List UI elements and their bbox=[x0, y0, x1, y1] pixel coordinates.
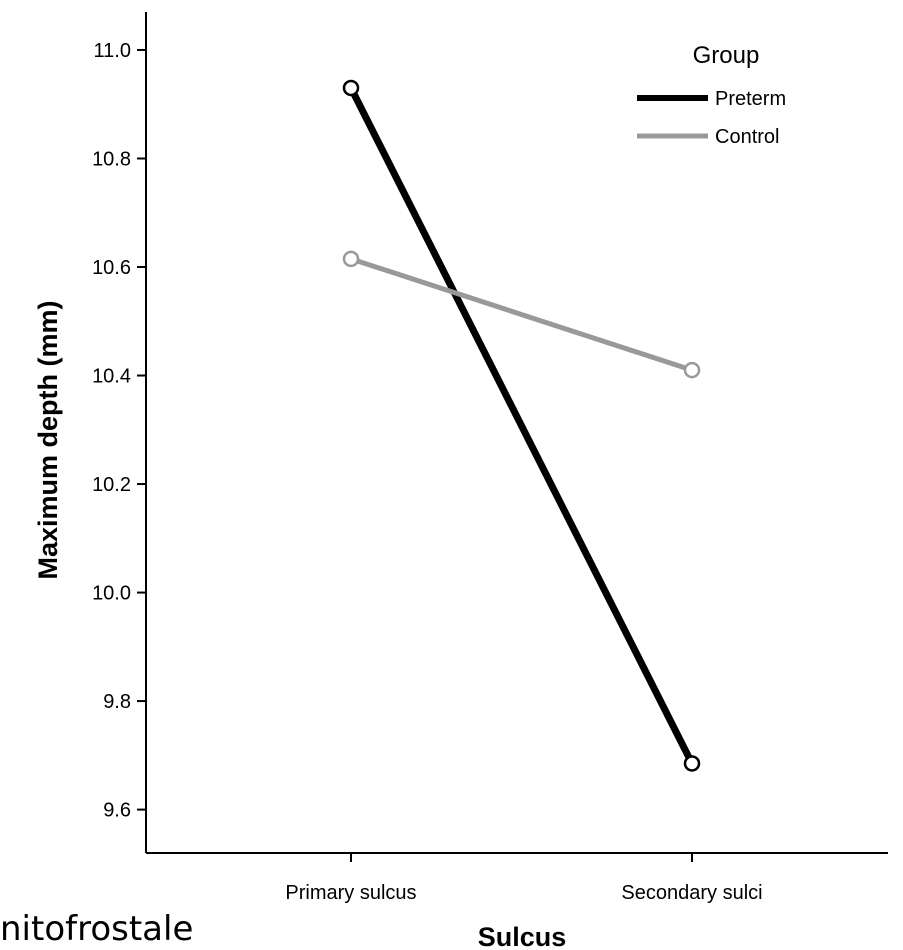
x-tick-label: Secondary sulci bbox=[621, 882, 762, 904]
y-tick-label: 10.2 bbox=[92, 474, 131, 496]
legend-label-preterm: Preterm bbox=[715, 88, 786, 110]
data-point-control bbox=[683, 361, 701, 379]
y-tick-label: 10.8 bbox=[92, 148, 131, 170]
legend-title: Group bbox=[693, 42, 760, 69]
data-point-preterm bbox=[342, 79, 360, 97]
data-point-preterm bbox=[683, 755, 701, 772]
y-axis-title: Maximum depth (mm) bbox=[33, 300, 63, 579]
y-tick-label: 9.8 bbox=[103, 691, 131, 713]
y-tick-label: 10.0 bbox=[92, 583, 131, 605]
series-line-preterm bbox=[347, 86, 696, 766]
x-axis: Primary sulcus Secondary sulci bbox=[146, 852, 888, 904]
legend-label-control: Control bbox=[715, 126, 779, 148]
legend: Group Preterm Control bbox=[637, 42, 786, 148]
series-layer bbox=[342, 79, 701, 772]
y-tick-label: 11.0 bbox=[94, 40, 131, 62]
x-tick-label: Primary sulcus bbox=[285, 882, 416, 904]
data-point-control bbox=[342, 250, 360, 268]
series-line-control bbox=[350, 256, 693, 373]
truncated-caption-text: nitofrostale bbox=[0, 909, 194, 949]
y-tick-label: 9.6 bbox=[103, 800, 131, 822]
y-tick-label: 10.4 bbox=[92, 366, 131, 388]
x-axis-title: Sulcus bbox=[478, 922, 567, 950]
y-tick-label: 10.6 bbox=[92, 257, 131, 279]
y-axis: 9.6 9.8 10.0 10.2 10.4 10.6 10.8 11.0 bbox=[92, 12, 147, 853]
